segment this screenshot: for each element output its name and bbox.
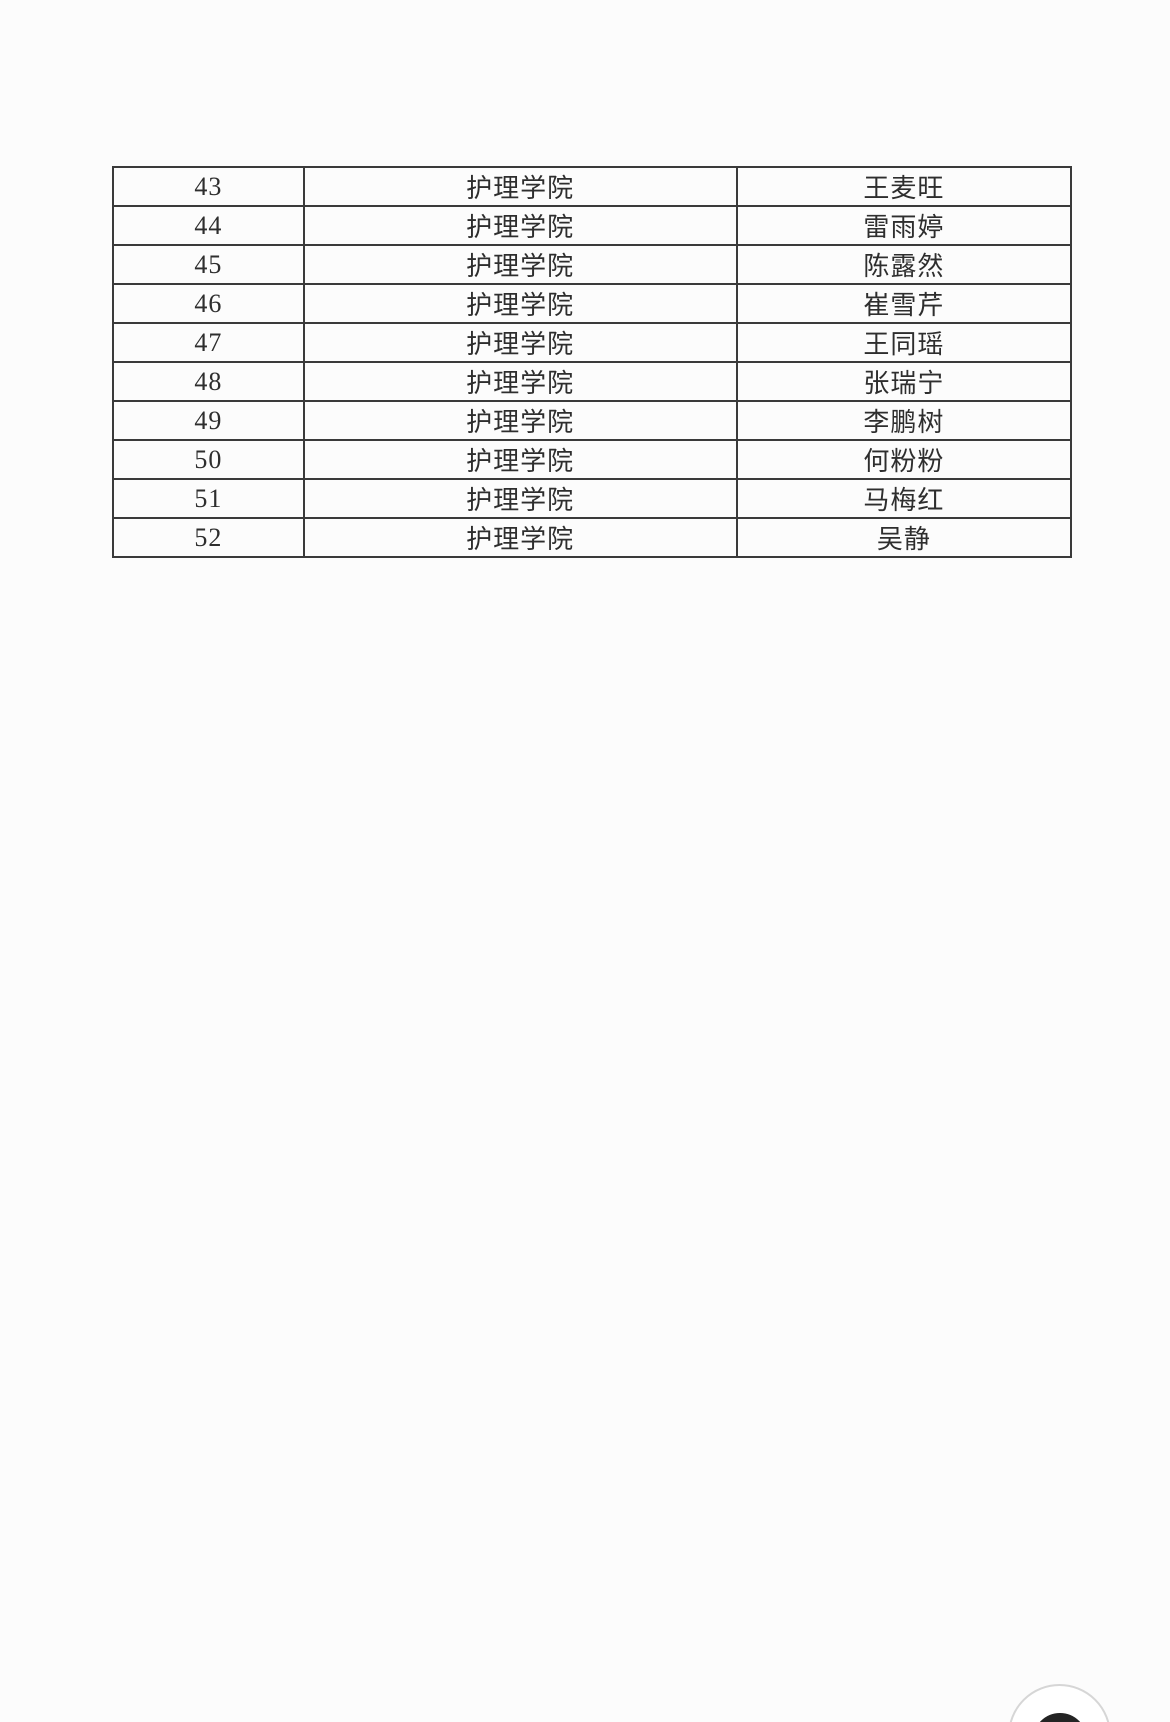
- roster-table-body: 43 护理学院 王麦旺 44 护理学院 雷雨婷 45 护理学院 陈露然 46 护理学院 崔雪芹 47 护理…: [112, 166, 1073, 558]
- cell-college: 护理学院: [302, 166, 738, 207]
- cell-college: 护理学院: [302, 244, 738, 285]
- cell-name: 吴静: [735, 517, 1073, 558]
- cell-name: 雷雨婷: [735, 205, 1073, 246]
- table-row: 45 护理学院 陈露然: [112, 244, 1073, 285]
- floating-action-button[interactable]: [1008, 1684, 1111, 1722]
- cell-college: 护理学院: [302, 400, 738, 441]
- cell-name: 王麦旺: [735, 166, 1073, 207]
- table-row: 44 护理学院 雷雨婷: [112, 205, 1073, 246]
- cell-college: 护理学院: [302, 322, 738, 363]
- cell-name: 何粉粉: [735, 439, 1073, 480]
- cell-college: 护理学院: [302, 478, 738, 519]
- cell-index: 49: [112, 400, 305, 441]
- table-row: 47 护理学院 王同瑶: [112, 322, 1073, 363]
- roster-table: 43 护理学院 王麦旺 44 护理学院 雷雨婷 45 护理学院 陈露然 46 护理学院 崔雪芹 47 护理…: [112, 166, 1073, 558]
- table-row: 51 护理学院 马梅红: [112, 478, 1073, 519]
- circular-arrow-icon: [1032, 1712, 1087, 1722]
- table-row: 50 护理学院 何粉粉: [112, 439, 1073, 480]
- cell-index: 45: [112, 244, 305, 285]
- cell-index: 46: [112, 283, 305, 324]
- cell-college: 护理学院: [302, 439, 738, 480]
- cell-name: 王同瑶: [735, 322, 1073, 363]
- cell-name: 马梅红: [735, 478, 1073, 519]
- cell-name: 崔雪芹: [735, 283, 1073, 324]
- cell-index: 50: [112, 439, 305, 480]
- table-row: 43 护理学院 王麦旺: [112, 166, 1073, 207]
- table-row: 48 护理学院 张瑞宁: [112, 361, 1073, 402]
- cell-index: 52: [112, 517, 305, 558]
- cell-name: 陈露然: [735, 244, 1073, 285]
- table-row: 52 护理学院 吴静: [112, 517, 1073, 558]
- cell-index: 44: [112, 205, 305, 246]
- table-row: 49 护理学院 李鹏树: [112, 400, 1073, 441]
- cell-college: 护理学院: [302, 205, 738, 246]
- cell-index: 47: [112, 322, 305, 363]
- cell-name: 李鹏树: [735, 400, 1073, 441]
- table-row: 46 护理学院 崔雪芹: [112, 283, 1073, 324]
- cell-college: 护理学院: [302, 361, 738, 402]
- cell-index: 43: [112, 166, 305, 207]
- cell-college: 护理学院: [302, 517, 738, 558]
- cell-index: 48: [112, 361, 305, 402]
- cell-name: 张瑞宁: [735, 361, 1073, 402]
- cell-index: 51: [112, 478, 305, 519]
- cell-college: 护理学院: [302, 283, 738, 324]
